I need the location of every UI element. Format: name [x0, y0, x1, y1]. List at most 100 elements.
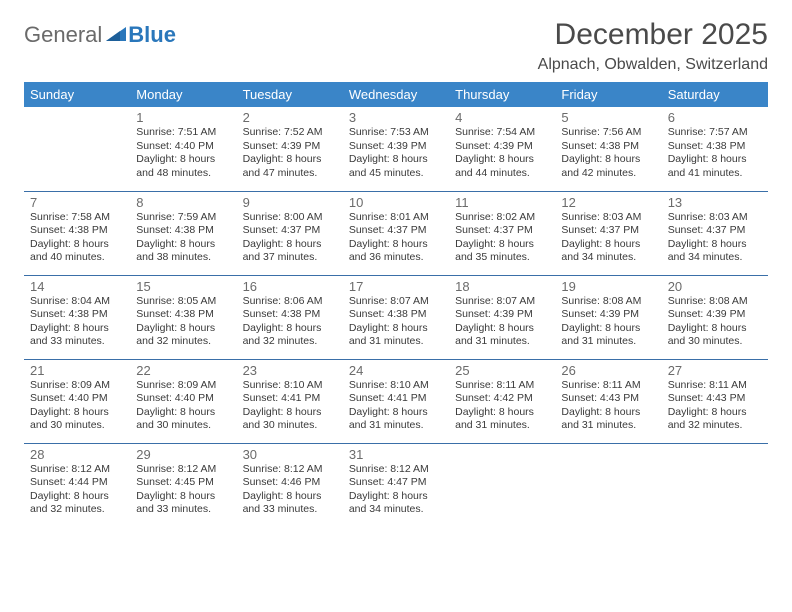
day-number: 4: [455, 110, 549, 125]
sunrise-text: Sunrise: 8:12 AM: [243, 463, 337, 477]
daylight-text: Daylight: 8 hours: [668, 322, 762, 336]
sunset-text: Sunset: 4:41 PM: [349, 392, 443, 406]
sunrise-text: Sunrise: 8:12 AM: [136, 463, 230, 477]
sunrise-text: Sunrise: 7:52 AM: [243, 126, 337, 140]
sunset-text: Sunset: 4:37 PM: [243, 224, 337, 238]
calendar-cell: 4Sunrise: 7:54 AMSunset: 4:39 PMDaylight…: [449, 107, 555, 191]
daylight-text: Daylight: 8 hours: [455, 406, 549, 420]
sunrise-text: Sunrise: 7:56 AM: [561, 126, 655, 140]
daylight-text: and 48 minutes.: [136, 167, 230, 181]
sunrise-text: Sunrise: 8:12 AM: [30, 463, 124, 477]
daylight-text: and 31 minutes.: [349, 419, 443, 433]
daylight-text: and 34 minutes.: [668, 251, 762, 265]
day-number: 5: [561, 110, 655, 125]
daylight-text: Daylight: 8 hours: [136, 490, 230, 504]
daylight-text: Daylight: 8 hours: [136, 153, 230, 167]
day-number: 15: [136, 279, 230, 294]
daylight-text: Daylight: 8 hours: [243, 153, 337, 167]
daylight-text: Daylight: 8 hours: [668, 153, 762, 167]
daylight-text: and 32 minutes.: [30, 503, 124, 517]
day-number: 29: [136, 447, 230, 462]
daylight-text: and 32 minutes.: [243, 335, 337, 349]
calendar-week-row: 7Sunrise: 7:58 AMSunset: 4:38 PMDaylight…: [24, 191, 768, 275]
sunrise-text: Sunrise: 8:08 AM: [668, 295, 762, 309]
daylight-text: Daylight: 8 hours: [30, 490, 124, 504]
daylight-text: and 45 minutes.: [349, 167, 443, 181]
day-header: Sunday: [24, 82, 130, 107]
sunrise-text: Sunrise: 8:11 AM: [561, 379, 655, 393]
sunset-text: Sunset: 4:38 PM: [668, 140, 762, 154]
sunset-text: Sunset: 4:44 PM: [30, 476, 124, 490]
day-number: 13: [668, 195, 762, 210]
daylight-text: and 30 minutes.: [668, 335, 762, 349]
daylight-text: and 33 minutes.: [136, 503, 230, 517]
calendar-cell: [555, 443, 661, 527]
day-number: 23: [243, 363, 337, 378]
daylight-text: Daylight: 8 hours: [561, 238, 655, 252]
day-number: 8: [136, 195, 230, 210]
calendar-week-row: 28Sunrise: 8:12 AMSunset: 4:44 PMDayligh…: [24, 443, 768, 527]
day-number: 1: [136, 110, 230, 125]
daylight-text: Daylight: 8 hours: [455, 153, 549, 167]
sunrise-text: Sunrise: 7:58 AM: [30, 211, 124, 225]
sunset-text: Sunset: 4:40 PM: [136, 140, 230, 154]
sunset-text: Sunset: 4:41 PM: [243, 392, 337, 406]
day-header: Monday: [130, 82, 236, 107]
day-number: 6: [668, 110, 762, 125]
sunset-text: Sunset: 4:42 PM: [455, 392, 549, 406]
sunset-text: Sunset: 4:37 PM: [668, 224, 762, 238]
sunset-text: Sunset: 4:46 PM: [243, 476, 337, 490]
daylight-text: and 30 minutes.: [30, 419, 124, 433]
sunrise-text: Sunrise: 8:10 AM: [243, 379, 337, 393]
daylight-text: and 33 minutes.: [243, 503, 337, 517]
sunrise-text: Sunrise: 8:09 AM: [136, 379, 230, 393]
calendar-cell: 25Sunrise: 8:11 AMSunset: 4:42 PMDayligh…: [449, 359, 555, 443]
calendar-cell: [662, 443, 768, 527]
sunrise-text: Sunrise: 8:08 AM: [561, 295, 655, 309]
sunrise-text: Sunrise: 8:01 AM: [349, 211, 443, 225]
sunset-text: Sunset: 4:37 PM: [349, 224, 443, 238]
calendar-week-row: 1Sunrise: 7:51 AMSunset: 4:40 PMDaylight…: [24, 107, 768, 191]
calendar-cell: 30Sunrise: 8:12 AMSunset: 4:46 PMDayligh…: [237, 443, 343, 527]
day-number: 25: [455, 363, 549, 378]
day-number: 16: [243, 279, 337, 294]
logo: General Blue: [24, 22, 176, 48]
day-number: 27: [668, 363, 762, 378]
calendar-cell: 8Sunrise: 7:59 AMSunset: 4:38 PMDaylight…: [130, 191, 236, 275]
daylight-text: Daylight: 8 hours: [349, 153, 443, 167]
calendar-cell: [24, 107, 130, 191]
sunrise-text: Sunrise: 8:03 AM: [561, 211, 655, 225]
daylight-text: and 34 minutes.: [561, 251, 655, 265]
sunset-text: Sunset: 4:47 PM: [349, 476, 443, 490]
sunset-text: Sunset: 4:37 PM: [455, 224, 549, 238]
daylight-text: Daylight: 8 hours: [243, 238, 337, 252]
calendar-cell: 6Sunrise: 7:57 AMSunset: 4:38 PMDaylight…: [662, 107, 768, 191]
calendar-cell: 31Sunrise: 8:12 AMSunset: 4:47 PMDayligh…: [343, 443, 449, 527]
day-number: 18: [455, 279, 549, 294]
daylight-text: Daylight: 8 hours: [136, 322, 230, 336]
calendar-week-row: 14Sunrise: 8:04 AMSunset: 4:38 PMDayligh…: [24, 275, 768, 359]
sunrise-text: Sunrise: 8:10 AM: [349, 379, 443, 393]
sunset-text: Sunset: 4:37 PM: [561, 224, 655, 238]
day-header: Saturday: [662, 82, 768, 107]
sunrise-text: Sunrise: 8:07 AM: [349, 295, 443, 309]
sunset-text: Sunset: 4:38 PM: [243, 308, 337, 322]
sunrise-text: Sunrise: 8:05 AM: [136, 295, 230, 309]
sunrise-text: Sunrise: 7:51 AM: [136, 126, 230, 140]
day-number: 17: [349, 279, 443, 294]
daylight-text: Daylight: 8 hours: [349, 238, 443, 252]
day-number: 14: [30, 279, 124, 294]
daylight-text: and 31 minutes.: [561, 419, 655, 433]
day-number: 2: [243, 110, 337, 125]
calendar-cell: 24Sunrise: 8:10 AMSunset: 4:41 PMDayligh…: [343, 359, 449, 443]
day-header: Thursday: [449, 82, 555, 107]
sunrise-text: Sunrise: 8:00 AM: [243, 211, 337, 225]
title-block: December 2025 Alpnach, Obwalden, Switzer…: [538, 18, 768, 74]
daylight-text: and 32 minutes.: [668, 419, 762, 433]
sunrise-text: Sunrise: 8:11 AM: [668, 379, 762, 393]
day-number: 12: [561, 195, 655, 210]
sunrise-text: Sunrise: 7:53 AM: [349, 126, 443, 140]
daylight-text: and 40 minutes.: [30, 251, 124, 265]
daylight-text: and 31 minutes.: [455, 335, 549, 349]
sunrise-text: Sunrise: 8:02 AM: [455, 211, 549, 225]
